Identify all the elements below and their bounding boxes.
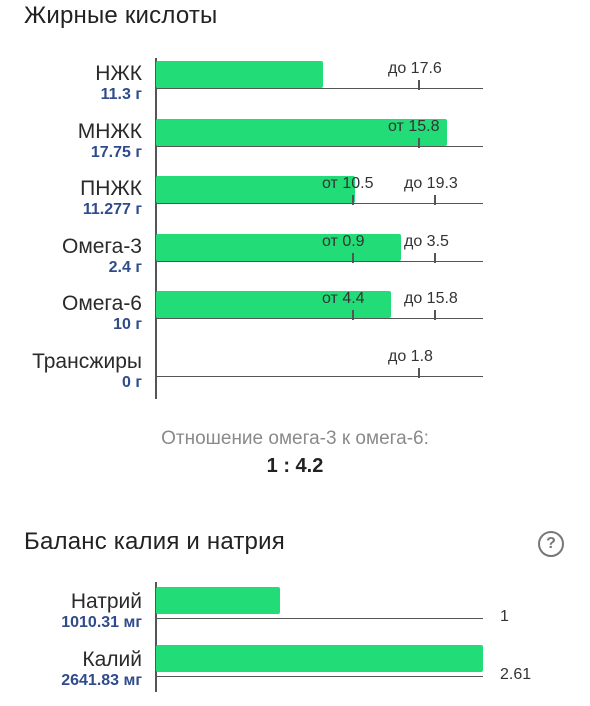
nutrient-bar — [156, 61, 323, 88]
omega-ratio-value: 1 : 4.2 — [266, 455, 324, 477]
fatty-acids-axis — [155, 58, 157, 399]
norm-tick-label: до 15.8 — [404, 290, 458, 307]
nutrient-amount: 2.4 г — [108, 258, 142, 276]
norm-tick-label: от 15.8 — [388, 117, 440, 135]
balance-bar — [156, 587, 280, 614]
fatty-acid-row: МНЖК 17.75 г от 15.8 — [0, 117, 590, 178]
nutrient-baseline — [156, 318, 483, 319]
nutrient-name: Омега-6 — [61, 292, 142, 315]
norm-tick — [418, 367, 420, 378]
fatty-acid-row: НЖК 11.3 г до 17.6 — [0, 60, 590, 120]
nutrient-baseline — [156, 88, 483, 89]
fatty-acid-row: ПНЖК 11.277 г от 10.5 до 19.3 — [0, 175, 590, 235]
norm-tick-label: от 10.5 — [322, 175, 374, 192]
norm-tick — [352, 195, 354, 205]
norm-tick — [434, 195, 436, 205]
nutrient-name: МНЖК — [77, 119, 142, 143]
nutrient-name: ПНЖК — [80, 177, 142, 200]
norm-tick — [418, 137, 420, 148]
fatty-acid-row: Трансжиры 0 г до 1.8 — [0, 347, 590, 408]
omega-ratio-title: Отношение омега-3 к омега-6: — [161, 428, 429, 449]
balance-row: Калий 2641.83 мг 2.61 — [0, 645, 590, 706]
nutrient-bar — [156, 118, 447, 146]
nutrient-amount: 0 г — [121, 373, 142, 391]
norm-tick-label: от 4.4 — [322, 290, 365, 307]
nutrient-bar — [156, 176, 355, 203]
nutrient-amount: 1010.31 мг — [61, 614, 142, 631]
balance-bar — [156, 645, 483, 672]
nutrient-name: Омега-3 — [61, 234, 142, 258]
nutrient-amount: 2641.83 мг — [61, 672, 142, 689]
fatty-acid-row: Омега-6 10 г от 4.4 до 15.8 — [0, 290, 590, 350]
fatty-acids-title: Жирные кислоты — [24, 2, 218, 29]
nutrient-bar — [156, 233, 401, 261]
norm-tick — [352, 310, 354, 320]
balance-title: Баланс калия и натрия — [24, 528, 285, 555]
norm-tick-label: до 1.8 — [388, 347, 433, 365]
nutrient-amount: 10 г — [113, 316, 142, 333]
nutrient-baseline — [156, 260, 483, 262]
nutrient-amount: 17.75 г — [90, 143, 142, 161]
nutrient-baseline — [156, 375, 483, 377]
question-circle-icon[interactable]: ? — [538, 531, 564, 557]
norm-tick-label: до 17.6 — [388, 60, 442, 77]
norm-tick — [418, 80, 420, 90]
norm-tick — [434, 252, 436, 263]
balance-baseline — [156, 618, 483, 619]
balance-scale-label: 1 — [500, 608, 509, 625]
norm-tick-label: от 0.9 — [322, 232, 365, 250]
nutrient-name: Трансжиры — [32, 349, 142, 373]
balance-baseline — [156, 676, 483, 677]
fatty-acid-row: Омега-3 2.4 г от 0.9 до 3.5 — [0, 232, 590, 293]
norm-tick — [434, 310, 436, 320]
balance-axis — [155, 582, 157, 692]
nutrient-name: Калий — [82, 648, 142, 671]
nutrient-name: НЖК — [95, 62, 142, 85]
norm-tick — [352, 252, 354, 263]
balance-scale-label: 2.61 — [500, 666, 532, 683]
norm-tick-label: до 19.3 — [404, 175, 458, 192]
balance-row: Натрий 1010.31 мг 1 — [0, 587, 590, 648]
nutrient-baseline — [156, 145, 483, 147]
nutrient-amount: 11.277 г — [82, 201, 142, 218]
nutrient-bar — [156, 291, 391, 318]
nutrient-name: Натрий — [70, 590, 142, 613]
norm-tick-label: до 3.5 — [404, 232, 449, 250]
nutrient-amount: 11.3 г — [100, 86, 142, 103]
nutrient-baseline — [156, 203, 483, 204]
